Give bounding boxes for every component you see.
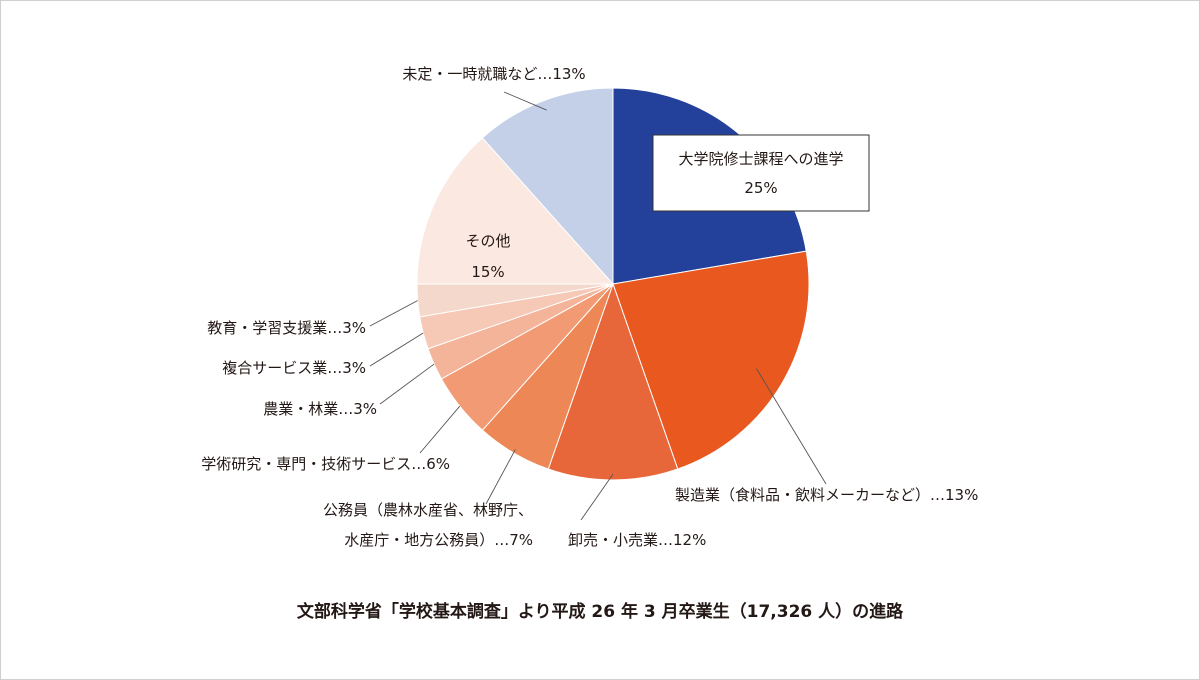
slice-label-other: その他 xyxy=(465,232,510,250)
leader-line xyxy=(756,368,827,485)
pie-slice xyxy=(481,87,614,286)
callout-box xyxy=(652,134,870,212)
leader-line xyxy=(485,449,516,505)
slice-label-civil-servant: 公務員（農林水産省、林野庁、 xyxy=(323,501,533,519)
slice-value-other: 15% xyxy=(471,263,504,281)
pie-slice xyxy=(416,137,615,285)
leader-line xyxy=(503,91,547,111)
leader-line xyxy=(419,405,461,454)
leader-line xyxy=(580,473,614,521)
slice-label-agriculture: 農業・林業…3% xyxy=(263,400,377,418)
pie-slice xyxy=(612,250,810,470)
slice-label-manufacturing: 製造業（食料品・飲料メーカーなど）…13% xyxy=(675,486,978,504)
slice-label-compound-service: 複合サービス業…3% xyxy=(222,359,366,377)
slice-value-graduate-school: 25% xyxy=(744,179,777,197)
leader-line xyxy=(369,332,424,367)
slice-label-wholesale: 卸売・小売業…12% xyxy=(568,531,706,549)
leader-line xyxy=(379,363,435,405)
slice-label-undecided: 未定・一時就職など…13% xyxy=(402,65,585,83)
slice-label-graduate-school: 大学院修士課程への進学 xyxy=(678,150,843,168)
pie-slice xyxy=(547,282,679,481)
slice-label-research: 学術研究・専門・技術サービス…6% xyxy=(201,455,450,473)
slice-label-civil-servant-line2: 水産庁・地方公務員）…7% xyxy=(344,531,533,549)
slice-label-education: 教育・学習支援業…3% xyxy=(207,319,366,337)
chart-caption: 文部科学省「学校基本調査」より平成 26 年 3 月卒業生（17,326 人）の… xyxy=(297,601,904,622)
leader-line xyxy=(369,300,418,327)
